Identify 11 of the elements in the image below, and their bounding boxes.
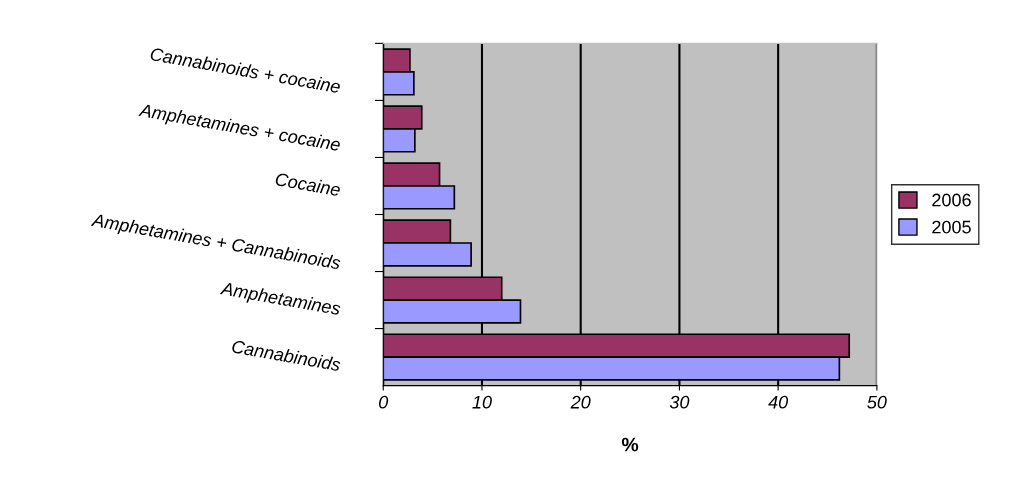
legend-label: 2005 [932, 220, 971, 234]
y-tick-label: Cocaine [275, 172, 341, 197]
x-tick-label: 10 [472, 395, 492, 409]
x-tick-label: 20 [570, 395, 591, 409]
x-tick-label: 0 [379, 395, 389, 409]
legend-label: 2006 [932, 193, 971, 207]
x-tick-label: 40 [768, 395, 789, 409]
x-tick-label: 50 [867, 395, 887, 409]
x-tick-label: 30 [669, 395, 690, 409]
x-axis-title: % [621, 437, 639, 452]
y-tick-label: Cannabinoids [231, 339, 342, 372]
